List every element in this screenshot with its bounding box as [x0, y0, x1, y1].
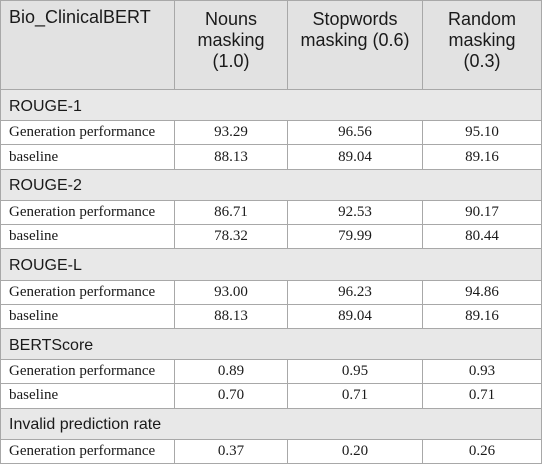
header-line: masking (0.6): [300, 30, 410, 50]
row-label: Generation performance: [0, 199, 175, 226]
section-row-rouge-l: ROUGE-L: [0, 248, 542, 281]
header-line: masking: [448, 30, 516, 50]
cell-value: 80.44: [422, 224, 542, 250]
table-row: baseline 88.13 89.04 89.16: [0, 144, 542, 170]
cell-value: 90.17: [422, 199, 542, 226]
cell-value: 0.93: [422, 359, 542, 385]
section-title: ROUGE-1: [0, 88, 542, 122]
header-line: (0.3): [463, 51, 501, 71]
cell-value: 88.13: [174, 303, 288, 329]
cell-value: 96.56: [287, 120, 423, 146]
cell-value: 88.13: [174, 144, 288, 170]
cell-value: 92.53: [287, 199, 423, 226]
cell-value: 0.89: [174, 359, 288, 385]
table-row: Generation performance 0.37 0.20 0.26: [0, 438, 542, 465]
cell-value: 0.20: [287, 438, 423, 465]
header-line: (1.0): [212, 51, 250, 71]
table-row: Generation performance 86.71 92.53 90.17: [0, 199, 542, 226]
header-line: Random: [447, 9, 517, 29]
table-row: Generation performance 93.00 96.23 94.86: [0, 279, 542, 305]
header-random-masking: Random masking (0.3): [422, 0, 542, 90]
table-row: Generation performance 0.89 0.95 0.93: [0, 359, 542, 385]
cell-value: 94.86: [422, 279, 542, 305]
section-title: ROUGE-2: [0, 168, 542, 201]
row-label: Generation performance: [0, 279, 175, 305]
header-nouns-masking: Nouns masking (1.0): [174, 0, 288, 90]
section-row-rouge-2: ROUGE-2: [0, 168, 542, 201]
header-model-name: Bio_ClinicalBERT: [0, 0, 175, 90]
section-row-rouge-1: ROUGE-1: [0, 88, 542, 122]
cell-value: 0.95: [287, 359, 423, 385]
table-row: Generation performance 93.29 96.56 95.10: [0, 120, 542, 146]
cell-value: 0.70: [174, 383, 288, 409]
header-line: Stopwords: [312, 9, 398, 29]
header-row: Bio_ClinicalBERT Nouns masking (1.0) Sto…: [0, 0, 542, 90]
row-label: baseline: [0, 224, 175, 250]
cell-value: 93.00: [174, 279, 288, 305]
cell-value: 89.16: [422, 303, 542, 329]
row-label: baseline: [0, 303, 175, 329]
table-row: baseline 88.13 89.04 89.16: [0, 303, 542, 329]
cell-value: 96.23: [287, 279, 423, 305]
cell-value: 79.99: [287, 224, 423, 250]
table-row: baseline 78.32 79.99 80.44: [0, 224, 542, 250]
section-title: Invalid prediction rate: [0, 407, 542, 440]
row-label: baseline: [0, 383, 175, 409]
row-label: baseline: [0, 144, 175, 170]
cell-value: 0.71: [287, 383, 423, 409]
cell-value: 0.37: [174, 438, 288, 465]
section-title: ROUGE-L: [0, 248, 542, 281]
cell-value: 93.29: [174, 120, 288, 146]
cell-value: 0.71: [422, 383, 542, 409]
header-line: masking: [197, 30, 265, 50]
row-label: Generation performance: [0, 359, 175, 385]
header-line: Nouns: [204, 9, 258, 29]
row-label: Generation performance: [0, 438, 175, 465]
cell-value: 89.04: [287, 144, 423, 170]
table-row: baseline 0.70 0.71 0.71: [0, 383, 542, 409]
section-row-invalid-prediction-rate: Invalid prediction rate: [0, 407, 542, 440]
section-title: BERTScore: [0, 327, 542, 361]
cell-value: 86.71: [174, 199, 288, 226]
header-stopwords-masking: Stopwords masking (0.6): [287, 0, 423, 90]
cell-value: 89.04: [287, 303, 423, 329]
section-row-bertscore: BERTScore: [0, 327, 542, 361]
cell-value: 89.16: [422, 144, 542, 170]
cell-value: 0.26: [422, 438, 542, 465]
cell-value: 95.10: [422, 120, 542, 146]
cell-value: 78.32: [174, 224, 288, 250]
row-label: Generation performance: [0, 120, 175, 146]
